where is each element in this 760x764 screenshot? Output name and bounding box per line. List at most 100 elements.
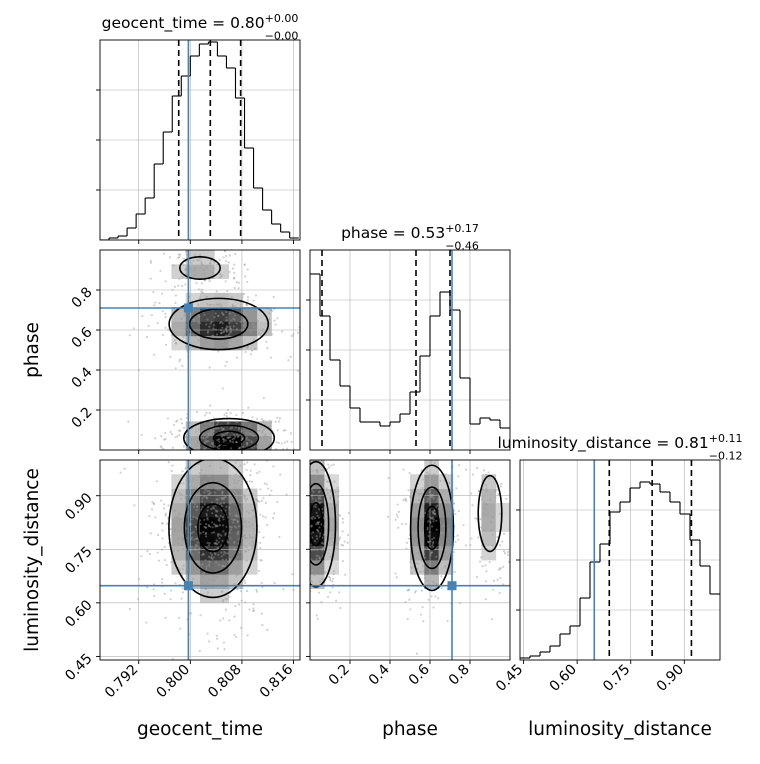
density-cell [185, 474, 201, 489]
sample-point [185, 323, 188, 327]
sample-point [226, 421, 229, 424]
sample-point [243, 520, 247, 523]
sample-point [226, 552, 229, 555]
density-cell [481, 545, 497, 561]
sample-point [174, 367, 177, 370]
sample-point [229, 440, 232, 443]
sample-point [440, 525, 443, 528]
sample-point [234, 518, 237, 521]
sample-point [448, 529, 451, 532]
sample-point [205, 296, 208, 299]
sample-point [211, 501, 214, 504]
sample-point [411, 529, 415, 532]
sample-point [431, 510, 434, 513]
sample-point [213, 445, 217, 448]
sample-point [412, 519, 415, 522]
sample-point [202, 448, 206, 450]
sample-point [178, 492, 182, 495]
sample-point [191, 500, 194, 504]
sample-point [200, 262, 203, 265]
sample-point [146, 549, 149, 553]
sample-point [216, 438, 219, 442]
sample-point [185, 416, 188, 420]
sample-point [430, 493, 433, 496]
sample-point [193, 505, 196, 508]
sample-point [428, 583, 431, 586]
sample-point [416, 567, 419, 570]
sample-point [409, 495, 412, 499]
sample-point [319, 477, 322, 481]
sample-point [174, 301, 177, 305]
sample-point [394, 518, 397, 521]
sample-point [200, 260, 203, 263]
sample-point [329, 576, 332, 580]
sample-point [447, 528, 450, 531]
sample-point [481, 488, 484, 491]
sample-point [206, 485, 209, 489]
sample-point [259, 559, 262, 562]
density-cell [200, 264, 215, 279]
sample-point [432, 481, 435, 485]
contour [310, 502, 324, 547]
sample-point [489, 521, 493, 524]
sample-point [394, 572, 397, 575]
sample-point [415, 562, 418, 565]
sample-point [214, 525, 217, 528]
sample-point [196, 544, 199, 547]
sample-point [226, 597, 229, 601]
sample-point [199, 519, 202, 522]
sample-point [246, 295, 250, 299]
sample-point [344, 573, 347, 576]
sample-point [196, 561, 199, 564]
sample-point [338, 536, 342, 539]
x-tick-label: 0.45 [493, 662, 526, 695]
sample-point [231, 441, 235, 444]
sample-point [249, 353, 252, 356]
sample-point [419, 570, 422, 573]
sample-point [447, 544, 450, 547]
sample-point [321, 542, 324, 545]
density-cell [185, 531, 201, 547]
sample-point [474, 517, 477, 520]
density-cell [424, 460, 439, 475]
sample-point [197, 475, 201, 479]
sample-point [225, 415, 228, 418]
sample-point [414, 589, 417, 592]
sample-point [174, 341, 178, 345]
sample-point [211, 443, 215, 446]
sample-point [164, 280, 167, 283]
sample-point [242, 517, 245, 521]
sample-point [209, 525, 212, 528]
sample-point [227, 333, 230, 336]
sample-point [182, 445, 186, 448]
sample-point [311, 469, 314, 472]
sample-point [229, 427, 232, 430]
sample-point [212, 336, 215, 339]
sample-point [221, 492, 224, 495]
sample-point [194, 487, 197, 491]
sample-point [192, 515, 195, 519]
sample-point [326, 491, 329, 495]
sample-point [220, 311, 224, 314]
sample-point [181, 275, 184, 279]
sample-point [220, 555, 223, 558]
sample-point [265, 420, 268, 423]
sample-point [395, 513, 398, 516]
sample-point [432, 518, 435, 521]
sample-point [180, 418, 183, 421]
sample-point [180, 317, 183, 321]
sample-point [276, 317, 279, 320]
sample-point [150, 508, 154, 511]
x-axis-label-phase: phase [382, 719, 438, 740]
sample-point [224, 608, 228, 611]
sample-point [233, 276, 236, 280]
density-cell [324, 560, 339, 575]
sample-point [160, 435, 163, 438]
sample-point [485, 503, 488, 506]
sample-point [222, 600, 225, 603]
sample-point [503, 552, 507, 555]
sample-point [439, 510, 442, 513]
sample-point [311, 497, 314, 500]
sample-point [264, 423, 267, 426]
sample-point [209, 404, 212, 407]
